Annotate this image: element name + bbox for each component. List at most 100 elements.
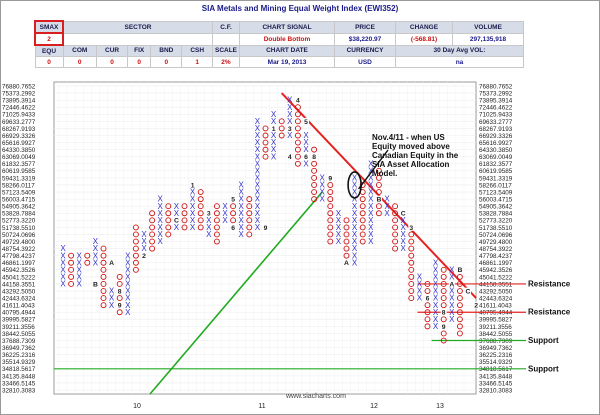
y-tick-label-left: 48754.3922 <box>2 246 36 253</box>
x-box: X <box>368 166 374 175</box>
o-box <box>197 217 204 224</box>
o-box <box>375 189 382 196</box>
y-tick-label-right: 69633.2777 <box>479 119 513 126</box>
bnd-value: 0 <box>150 56 183 68</box>
sector-value <box>62 32 213 46</box>
x-box: X <box>125 301 131 310</box>
x-box: X <box>190 209 196 218</box>
month-marker: 5 <box>231 197 235 204</box>
x-box: X <box>352 174 358 183</box>
x-box: X <box>303 131 309 140</box>
x-box: X <box>158 216 164 225</box>
x-box: X <box>174 202 180 211</box>
o-box <box>278 118 285 125</box>
y-tick-label-right: 37688.7309 <box>479 338 513 345</box>
o-box <box>359 203 366 210</box>
x-box: X <box>60 280 66 289</box>
o-box <box>68 259 75 266</box>
o-box <box>440 330 447 337</box>
o-box <box>213 224 220 231</box>
o-box <box>278 125 285 132</box>
y-tick-label-left: 33466.5145 <box>2 380 36 387</box>
o-box <box>456 281 463 287</box>
x-box: X <box>352 258 358 267</box>
y-tick-label-left: 39995.5827 <box>2 317 36 324</box>
x-box: X <box>433 294 439 303</box>
o-box <box>165 217 172 224</box>
x-box: X <box>368 181 374 190</box>
x-box: X <box>190 223 196 232</box>
x-box: X <box>60 272 66 281</box>
x-box: X <box>449 301 455 310</box>
y-tick-label-left: 44158.3551 <box>2 281 36 288</box>
o-box <box>149 217 156 224</box>
y-tick-label-left: 59431.3319 <box>2 175 36 182</box>
y-tick-label-right: 35514.9329 <box>479 359 513 366</box>
x-box: X <box>368 223 374 232</box>
o-box <box>181 203 188 210</box>
x-box: X <box>271 152 277 161</box>
o-box <box>197 196 204 203</box>
month-marker: 4 <box>296 98 300 105</box>
x-box: X <box>255 202 261 211</box>
o-box <box>116 281 123 287</box>
y-tick-label-left: 49729.4800 <box>2 239 36 246</box>
month-marker-bg <box>205 209 212 217</box>
y-tick-label-left: 63069.0049 <box>2 154 36 161</box>
o-box <box>68 281 75 287</box>
y-tick-label-left: 45041.5222 <box>2 274 36 281</box>
o-box <box>213 217 220 224</box>
o-box <box>440 316 447 323</box>
month-marker: 8 <box>118 288 122 295</box>
month-marker-bg <box>303 117 309 125</box>
x-box: X <box>417 287 423 296</box>
x-box: X <box>222 209 228 218</box>
y-tick-label-right: 72446.4622 <box>479 105 513 112</box>
x-box: X <box>190 188 196 197</box>
o-box <box>230 203 237 210</box>
x-box: X <box>368 216 374 225</box>
x-box: X <box>303 145 309 154</box>
x-box: X <box>368 188 374 197</box>
month-marker: 5 <box>304 119 308 126</box>
x-box: X <box>336 223 342 232</box>
x-box: X <box>352 223 358 232</box>
volume-label: VOLUME <box>452 20 524 34</box>
o-box <box>359 196 366 203</box>
x-box: X <box>368 209 374 218</box>
o-box <box>181 217 188 224</box>
o-box <box>213 231 220 238</box>
o-box <box>132 259 139 266</box>
y-tick-label-left: 66929.3326 <box>2 133 36 140</box>
o-box <box>343 238 350 245</box>
x-tick-label: 11 <box>258 403 265 410</box>
month-marker: 3 <box>288 126 292 133</box>
x-box: X <box>239 223 245 232</box>
o-box <box>327 203 334 210</box>
chart-signal-value: Double Bottom <box>239 32 335 46</box>
x-box: X <box>336 216 342 225</box>
o-box <box>197 210 204 217</box>
y-tick-label-right: 45041.5222 <box>479 274 513 281</box>
o-box <box>165 203 172 210</box>
month-marker-bg <box>473 301 480 309</box>
x-box: X <box>255 117 261 126</box>
scale-value: 2% <box>212 56 240 68</box>
y-tick-label-left: 43292.5050 <box>2 288 36 295</box>
x-box: X <box>109 294 115 303</box>
month-marker: 1 <box>191 182 195 189</box>
x-box: X <box>271 110 277 119</box>
o-box <box>327 217 334 224</box>
month-marker-bg <box>440 308 447 316</box>
x-box: X <box>255 188 261 197</box>
month-marker: 8 <box>442 310 446 317</box>
o-box <box>408 252 415 259</box>
o-box <box>197 224 204 231</box>
x-box: X <box>255 216 261 225</box>
x-box: X <box>384 209 390 218</box>
o-box <box>197 189 204 196</box>
y-tick-label-right: 56003.4715 <box>479 197 513 204</box>
o-box <box>408 281 415 287</box>
o-box <box>181 224 188 231</box>
x-box: X <box>320 195 326 204</box>
